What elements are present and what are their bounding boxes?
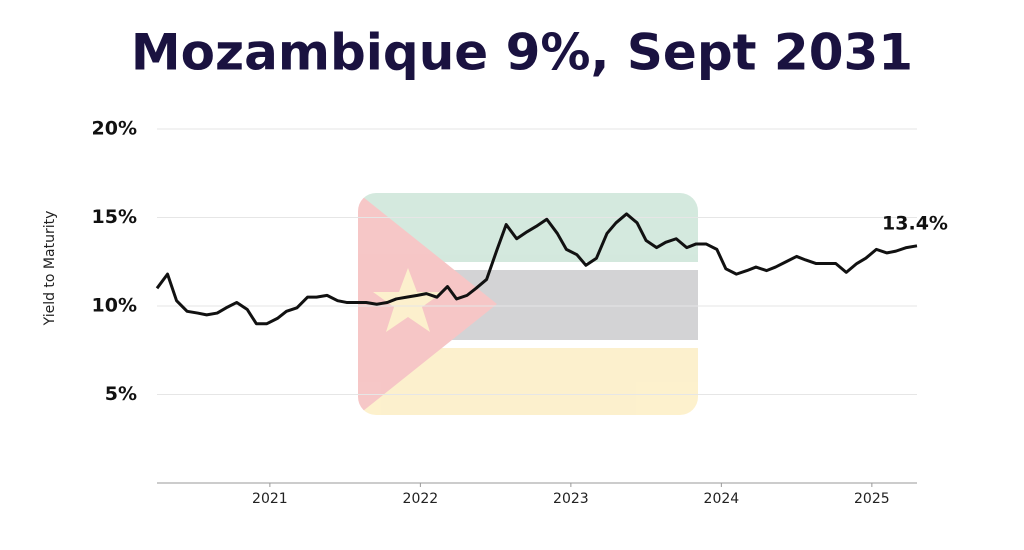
series-line xyxy=(155,212,918,326)
y-tick-label: 10% xyxy=(92,295,137,317)
x-tick-label: 2022 xyxy=(403,491,439,507)
y-axis-label: Yield to Maturity xyxy=(42,211,58,327)
x-tick-label: 2021 xyxy=(252,491,288,507)
x-tick-label: 2024 xyxy=(704,491,740,507)
y-tick-label: 15% xyxy=(92,206,137,228)
chart-title: Mozambique 9%, Sept 2031 xyxy=(131,24,913,82)
y-tick-label: 5% xyxy=(105,383,137,405)
x-tick-label: 2023 xyxy=(553,491,589,507)
flag-watermark xyxy=(358,193,698,415)
y-tick-label: 20% xyxy=(92,118,137,140)
x-tick-label: 2025 xyxy=(854,491,890,507)
annotation: 13.4% xyxy=(882,212,948,234)
